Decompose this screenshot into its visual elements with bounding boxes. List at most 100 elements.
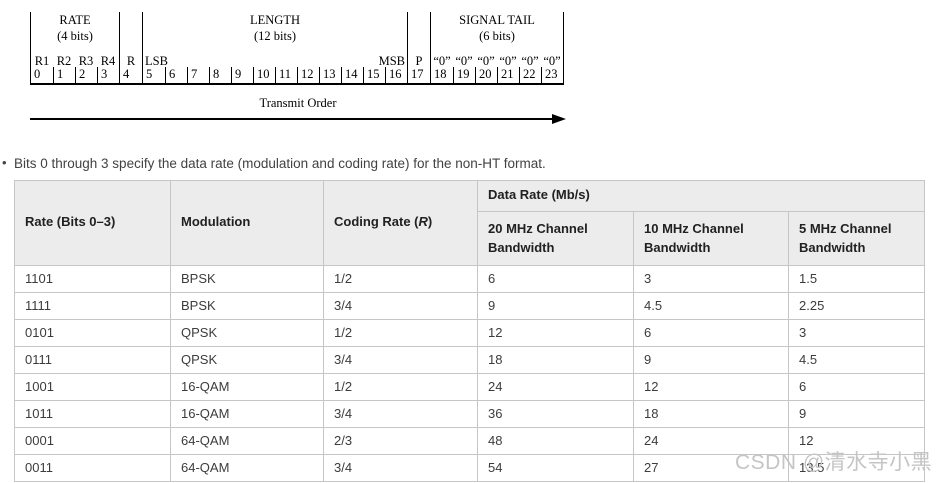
- mbps-5-cell: 9: [788, 399, 925, 428]
- col-header-bw5: 5 MHz Channel Bandwidth: [788, 210, 925, 266]
- rate-cell: 0101: [14, 318, 171, 347]
- diagram-field-bitcount: (12 bits): [253, 28, 296, 43]
- coding-rate-cell: 3/4: [323, 399, 478, 428]
- mbps-5-cell: 3: [788, 318, 925, 347]
- diagram-bit-label: R4: [100, 53, 116, 68]
- diagram-bit-label: P: [415, 53, 423, 68]
- watermark: CSDN @清水寺小黑: [735, 451, 933, 474]
- mbps-10-cell: 9: [633, 345, 789, 374]
- coding-rate-cell: 3/4: [323, 291, 478, 320]
- coding-rate-cell: 1/2: [323, 318, 478, 347]
- rate-cell: 0001: [14, 426, 171, 455]
- bullet-point: • Bits 0 through 3 specify the data rate…: [2, 155, 937, 173]
- transmit-order-arrow: [30, 114, 566, 124]
- diagram-field-labels: P: [408, 50, 430, 67]
- modulation-cell: QPSK: [170, 345, 324, 374]
- arrow-head-icon: [552, 114, 566, 124]
- col-header-coding-rate: Coding Rate (R): [323, 179, 478, 266]
- mbps-10-cell: 3: [633, 264, 789, 293]
- diagram-bit-cell: 1: [53, 67, 75, 83]
- diagram-bit-cell: 17: [411, 67, 424, 81]
- mbps-5-cell: 4.5: [788, 345, 925, 374]
- diagram-bit-cell: 15: [363, 67, 385, 83]
- mbps-5-cell: 1.5: [788, 264, 925, 293]
- modulation-cell: BPSK: [170, 291, 324, 320]
- diagram-bit-cell: 5: [146, 67, 153, 81]
- table-row: 1101 BPSK 1/2 6 3 1.5: [14, 264, 925, 293]
- diagram-bit-cell: 4: [123, 67, 130, 81]
- mbps-20-cell: 6: [477, 264, 634, 293]
- diagram-bit-cells: 5 6 7 8 9 10 11 12 13 14 15 16: [143, 67, 407, 85]
- rate-cell: 1101: [14, 264, 171, 293]
- diagram-field-labels: “0” “0” “0” “0” “0” “0”: [431, 50, 563, 67]
- coding-rate-prefix: Coding Rate (: [334, 214, 419, 230]
- col-header-bw20: 20 MHz Channel Bandwidth: [477, 210, 634, 266]
- mbps-10-cell: 27: [633, 453, 789, 482]
- diagram-bit-label: “0”: [455, 53, 473, 68]
- modulation-cell: 64-QAM: [170, 453, 324, 482]
- mbps-20-cell: 9: [477, 291, 634, 320]
- diagram-bit-cell: 7: [187, 67, 209, 83]
- coding-rate-cell: 1/2: [323, 264, 478, 293]
- table-row: 0011 64-QAM 3/4 54 27 13.5: [14, 453, 925, 482]
- diagram-bit-cell: 16: [385, 67, 407, 83]
- diagram-bit-label: R: [126, 53, 136, 68]
- table-row: 0001 64-QAM 2/3 48 24 12: [14, 426, 925, 455]
- mbps-20-cell: 18: [477, 345, 634, 374]
- rate-cell: 0111: [14, 345, 171, 374]
- mbps-10-cell: 12: [633, 372, 789, 401]
- signal-field-diagram: RATE (4 bits) R1 R2 R3 R4 0 1 2 3 R 4 LENGTH (12 bits…: [30, 12, 566, 124]
- diagram-bit-cell: 18: [434, 67, 447, 81]
- bullet-icon: •: [2, 155, 7, 170]
- table-row: 1011 16-QAM 3/4 36 18 9: [14, 399, 925, 428]
- diagram-field-bitcount: (4 bits): [57, 28, 93, 43]
- modulation-cell: 16-QAM: [170, 399, 324, 428]
- diagram-field-header: [408, 12, 430, 50]
- diagram-bit-cell: 23: [541, 67, 563, 83]
- rate-cell: 0011: [14, 453, 171, 482]
- diagram-bit-label: “0”: [499, 53, 517, 68]
- diagram-bit-cell: 6: [165, 67, 187, 83]
- mbps-20-cell: 12: [477, 318, 634, 347]
- modulation-cell: 64-QAM: [170, 426, 324, 455]
- diagram-bit-cell: 20: [475, 67, 497, 83]
- diagram-bit-cell: 3: [97, 67, 119, 83]
- diagram-bit-cell: 11: [275, 67, 297, 83]
- coding-rate-symbol: R: [418, 214, 428, 230]
- mbps-20-cell: 24: [477, 372, 634, 401]
- diagram-field: LENGTH (12 bits) LSB MSB 5 6 7 8 9 10 11 12 13 14 15 16: [143, 12, 408, 85]
- arrow-line: [30, 118, 552, 120]
- col-header-bw10: 10 MHz Channel Bandwidth: [633, 210, 789, 266]
- mbps-20-cell: 48: [477, 426, 634, 455]
- diagram-bit-cell: 10: [253, 67, 275, 83]
- mbps-20-cell: 36: [477, 399, 634, 428]
- diagram-bit-cell: 19: [453, 67, 475, 83]
- table-row: 1111 BPSK 3/4 9 4.5 2.25: [14, 291, 925, 320]
- diagram-bit-label: R1: [34, 53, 50, 68]
- coding-rate-cell: 2/3: [323, 426, 478, 455]
- modulation-cell: 16-QAM: [170, 372, 324, 401]
- diagram-field-bitcount: (6 bits): [479, 28, 515, 43]
- coding-rate-cell: 1/2: [323, 372, 478, 401]
- rate-cell: 1111: [14, 291, 171, 320]
- diagram-bit-cell: 12: [297, 67, 319, 83]
- mbps-10-cell: 4.5: [633, 291, 789, 320]
- diagram-bit-label: “0”: [521, 53, 539, 68]
- coding-rate-cell: 3/4: [323, 453, 478, 482]
- mbps-10-cell: 6: [633, 318, 789, 347]
- rate-table-body: 1101 BPSK 1/2 6 3 1.5 1111 BPSK 3/4 9 4.5 2.25 0101 Q…: [14, 264, 925, 482]
- modulation-cell: BPSK: [170, 264, 324, 293]
- diagram-bit-label: “0”: [433, 53, 451, 68]
- rate-cell: 1001: [14, 372, 171, 401]
- diagram-field-labels: R: [120, 50, 142, 67]
- diagram-bit-label: R2: [56, 53, 72, 68]
- diagram-field-header: SIGNAL TAIL (6 bits): [431, 12, 563, 50]
- table-row: 1001 16-QAM 1/2 24 12 6: [14, 372, 925, 401]
- col-header-data-rate-group: Data Rate (Mb/s): [477, 179, 925, 212]
- diagram-bit-label: R3: [78, 53, 94, 68]
- diagram-field-labels: LSB MSB: [143, 50, 407, 67]
- transmit-order: Transmit Order: [30, 96, 566, 124]
- diagram-field-labels: R1 R2 R3 R4: [31, 50, 119, 67]
